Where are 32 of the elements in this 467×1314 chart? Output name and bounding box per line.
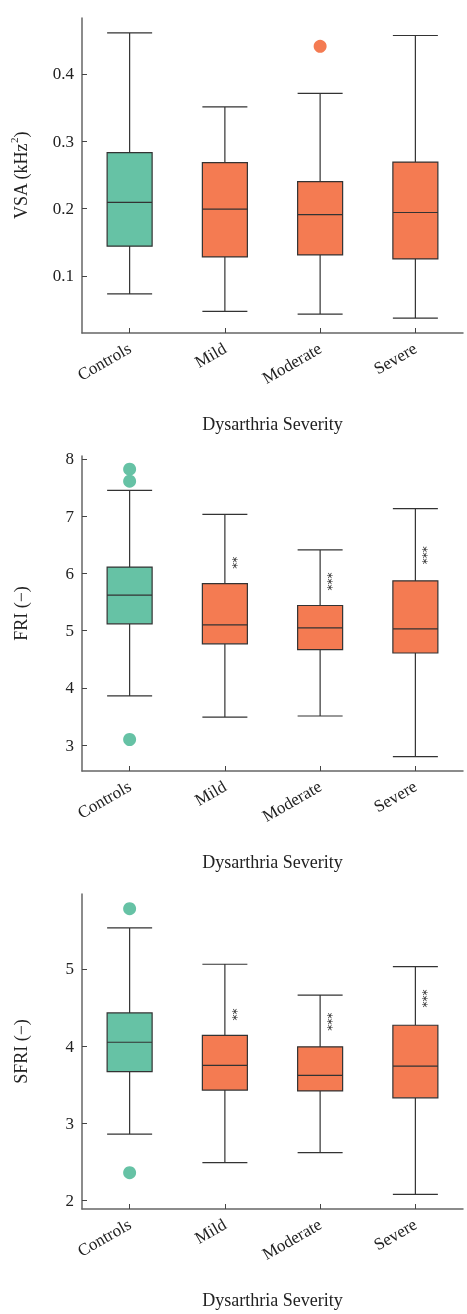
- x-tick-label: Mild: [191, 776, 231, 810]
- annotation: ***: [325, 572, 340, 591]
- annotation: **: [229, 556, 244, 569]
- x-axis-title: Dysarthria Severity: [202, 414, 343, 434]
- y-tick-label: 2: [65, 1191, 74, 1211]
- annotation: ***: [420, 989, 435, 1008]
- y-tick-label: 8: [65, 449, 74, 469]
- y-tick-label: 0.4: [52, 64, 75, 84]
- x-tick-label: Severe: [370, 776, 421, 817]
- y-tick-label: 5: [65, 621, 74, 641]
- y-tick-label: 0.3: [52, 131, 74, 151]
- y-axis-title: VSA (kHz2): [7, 131, 32, 219]
- y-tick-label: 3: [65, 1113, 74, 1133]
- x-tick-label: Mild: [191, 338, 231, 372]
- x-axis-title: Dysarthria Severity: [202, 1290, 343, 1310]
- annotation: ***: [420, 546, 435, 565]
- annotation: **: [229, 1008, 244, 1021]
- y-tick-label: 6: [65, 563, 74, 583]
- y-tick-label: 0.1: [52, 266, 74, 286]
- y-tick-label: 4: [65, 678, 75, 698]
- annotation: ***: [325, 1012, 340, 1031]
- y-tick-label: 3: [65, 735, 74, 755]
- y-tick-label: 5: [65, 959, 74, 979]
- y-tick-label: 4: [65, 1036, 75, 1056]
- y-axis-title: SFRI (−): [11, 1019, 32, 1084]
- x-tick-label: Mild: [191, 1214, 231, 1248]
- y-axis-title: FRI (−): [11, 586, 32, 641]
- y-tick-label: 0.2: [52, 198, 74, 218]
- y-tick-label: 7: [65, 506, 75, 526]
- x-axis-title: Dysarthria Severity: [202, 852, 343, 872]
- x-tick-label: Severe: [370, 338, 421, 379]
- x-tick-label: Severe: [370, 1214, 421, 1255]
